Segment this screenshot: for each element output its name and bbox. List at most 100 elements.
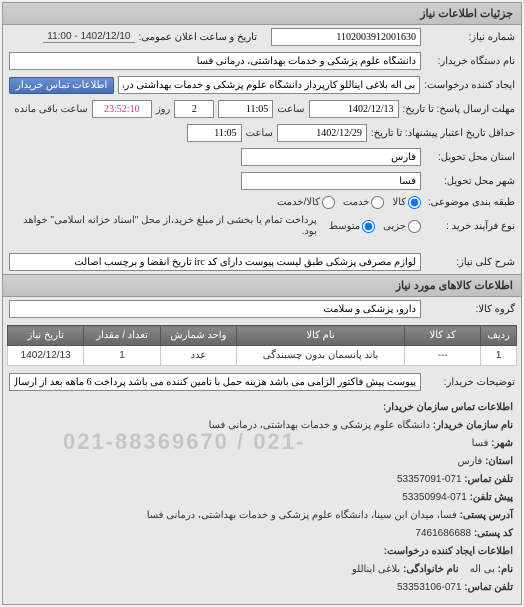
panel-title: جزئیات اطلاعات نیاز: [3, 3, 521, 25]
requester-input: [118, 76, 420, 94]
row-org: نام دستگاه خریدار:: [3, 49, 521, 73]
city-label: شهر محل تحویل:: [425, 176, 515, 187]
org-input: [9, 52, 421, 70]
contact-fax-label: پیش تلفن:: [470, 492, 513, 503]
row-deadline: مهلت ارسال پاسخ: تا تاریخ: ساعت روز ساعت…: [3, 97, 521, 121]
contact-org: دانشگاه علوم پزشکی و خدمات بهداشتی، درما…: [209, 420, 430, 431]
remain-days-input: [174, 100, 214, 118]
creator-surname-label: نام خانوادگی:: [403, 564, 459, 575]
row-classify: طبقه بندی موضوعی: کالا خدمت کالا/خدمت: [3, 193, 521, 212]
goods-table: ردیفکد کالانام کالاواحد شمارشتعداد / مقد…: [7, 325, 517, 366]
announce-label: تاریخ و ساعت اعلان عمومی:: [139, 32, 258, 43]
validity-label: حداقل تاریخ اعتبار پیشنهاد: تا تاریخ:: [371, 128, 515, 139]
process-low-label: جزیی: [383, 221, 406, 232]
contact-buyer-button[interactable]: اطلاعات تماس خریدار: [9, 77, 114, 94]
process-medium-option[interactable]: متوسط: [329, 220, 375, 233]
validity-time-label: ساعت: [246, 128, 273, 139]
table-header: تعداد / مقدار: [84, 326, 160, 346]
validity-time-input: [187, 124, 242, 142]
table-header: واحد شمارش: [160, 326, 236, 346]
contact-fax: 071-53350994: [402, 492, 467, 503]
table-header: نام کالا: [237, 326, 405, 346]
classify-label: طبقه بندی موضوعی:: [425, 197, 515, 208]
table-cell: ---: [405, 346, 481, 366]
contact-postal-label: کد پستی:: [474, 528, 513, 539]
row-buyer-note: توضیحات خریدار:: [3, 370, 521, 394]
creator-name-label: نام:: [498, 564, 513, 575]
table-cell: 1: [84, 346, 160, 366]
process-medium-radio[interactable]: [362, 220, 375, 233]
table-row[interactable]: 1---باند پانسمان بدون چسبندگیعدد11402/12…: [8, 346, 517, 366]
creator-section-title: اطلاعات ایجاد کننده درخواست:: [384, 546, 513, 557]
row-description: شرح کلی نیاز:: [3, 250, 521, 274]
row-process: نوع فرآیند خرید : جزیی متوسط پرداخت تمام…: [3, 212, 521, 240]
classify-service-option[interactable]: خدمت: [343, 196, 385, 209]
creator-name: بی اله: [470, 564, 495, 575]
contact-province: فارس: [457, 456, 482, 467]
contact-section-title: اطلاعات تماس سازمان خریدار:: [383, 402, 513, 413]
process-low-option[interactable]: جزیی: [383, 220, 421, 233]
classify-goods-radio[interactable]: [408, 196, 421, 209]
process-low-radio[interactable]: [408, 220, 421, 233]
buyer-note-input: [9, 373, 421, 391]
classify-both-option[interactable]: کالا/خدمت: [277, 196, 335, 209]
city-input: [241, 172, 421, 190]
goods-group-input: [9, 300, 421, 318]
province-input: [241, 148, 421, 166]
table-cell: 1: [481, 346, 517, 366]
row-goods-group: گروه کالا:: [3, 297, 521, 321]
creator-surname: بلاغی ایناللو: [352, 564, 400, 575]
remain-time-input: [92, 100, 152, 118]
process-medium-label: متوسط: [329, 221, 360, 232]
announce-value: 1402/12/10 - 11:00: [43, 31, 134, 43]
classify-both-radio[interactable]: [322, 196, 335, 209]
contact-address-label: آدرس پستی:: [460, 510, 513, 521]
row-requester: ایجاد کننده درخواست: اطلاعات تماس خریدار: [3, 73, 521, 97]
deadline-label: مهلت ارسال پاسخ: تا تاریخ:: [403, 104, 515, 115]
classify-service-radio[interactable]: [371, 196, 384, 209]
buyer-note-label: توضیحات خریدار:: [425, 377, 515, 388]
description-input: [9, 253, 421, 271]
table-header: کد کالا: [405, 326, 481, 346]
table-header: ردیف: [481, 326, 517, 346]
contact-phone-label: تلفن تماس:: [464, 474, 513, 485]
deadline-date-input: [309, 100, 399, 118]
row-validity: حداقل تاریخ اعتبار پیشنهاد: تا تاریخ: سا…: [3, 121, 521, 145]
main-panel: جزئیات اطلاعات نیاز شماره نیاز: تاریخ و …: [2, 2, 522, 605]
contact-city-label: شهر:: [491, 438, 513, 449]
process-radio-group: جزیی متوسط: [329, 220, 421, 233]
contact-province-label: استان:: [485, 456, 513, 467]
row-need-number: شماره نیاز: تاریخ و ساعت اعلان عمومی: 14…: [3, 25, 521, 49]
table-cell: باند پانسمان بدون چسبندگی: [237, 346, 405, 366]
requester-label: ایجاد کننده درخواست:: [424, 80, 515, 91]
contact-section: 021-88369670 / 021- اطلاعات تماس سازمان …: [3, 394, 521, 604]
deadline-time-label: ساعت: [277, 104, 304, 115]
classify-both-label: کالا/خدمت: [277, 197, 320, 208]
creator-phone-label: تلفن تماس:: [464, 582, 513, 593]
province-label: استان محل تحویل:: [425, 152, 515, 163]
process-label: نوع فرآیند خرید :: [425, 221, 515, 232]
need-number-label: شماره نیاز:: [425, 32, 515, 43]
contact-postal: 7461686688: [415, 528, 471, 539]
validity-date-input: [277, 124, 367, 142]
table-cell: 1402/12/13: [8, 346, 84, 366]
contact-city: فسا: [472, 438, 489, 449]
classify-service-label: خدمت: [343, 197, 370, 208]
process-note: پرداخت تمام یا بخشی از مبلغ خرید،از محل …: [9, 215, 317, 237]
description-label: شرح کلی نیاز:: [425, 257, 515, 268]
classify-goods-label: کالا: [392, 197, 406, 208]
contact-address: فسا، میدان ابن سینا، دانشگاه علوم پزشکی …: [147, 510, 457, 521]
deadline-time-input: [218, 100, 273, 118]
classify-goods-option[interactable]: کالا: [392, 196, 421, 209]
goods-table-wrap: ردیفکد کالانام کالاواحد شمارشتعداد / مقد…: [3, 321, 521, 370]
contact-phone: 071-53357091: [397, 474, 462, 485]
remain-days-label: روز: [156, 104, 171, 115]
table-cell: عدد: [160, 346, 236, 366]
org-label: نام دستگاه خریدار:: [425, 56, 515, 67]
contact-org-label: نام سازمان خریدار:: [433, 420, 513, 431]
classify-radio-group: کالا خدمت کالا/خدمت: [277, 196, 421, 209]
table-header: تاریخ نیاز: [8, 326, 84, 346]
creator-phone: 071-53353106: [397, 582, 462, 593]
need-number-input: [271, 28, 421, 46]
goods-section-title: اطلاعات کالاهای مورد نیاز: [3, 274, 521, 297]
